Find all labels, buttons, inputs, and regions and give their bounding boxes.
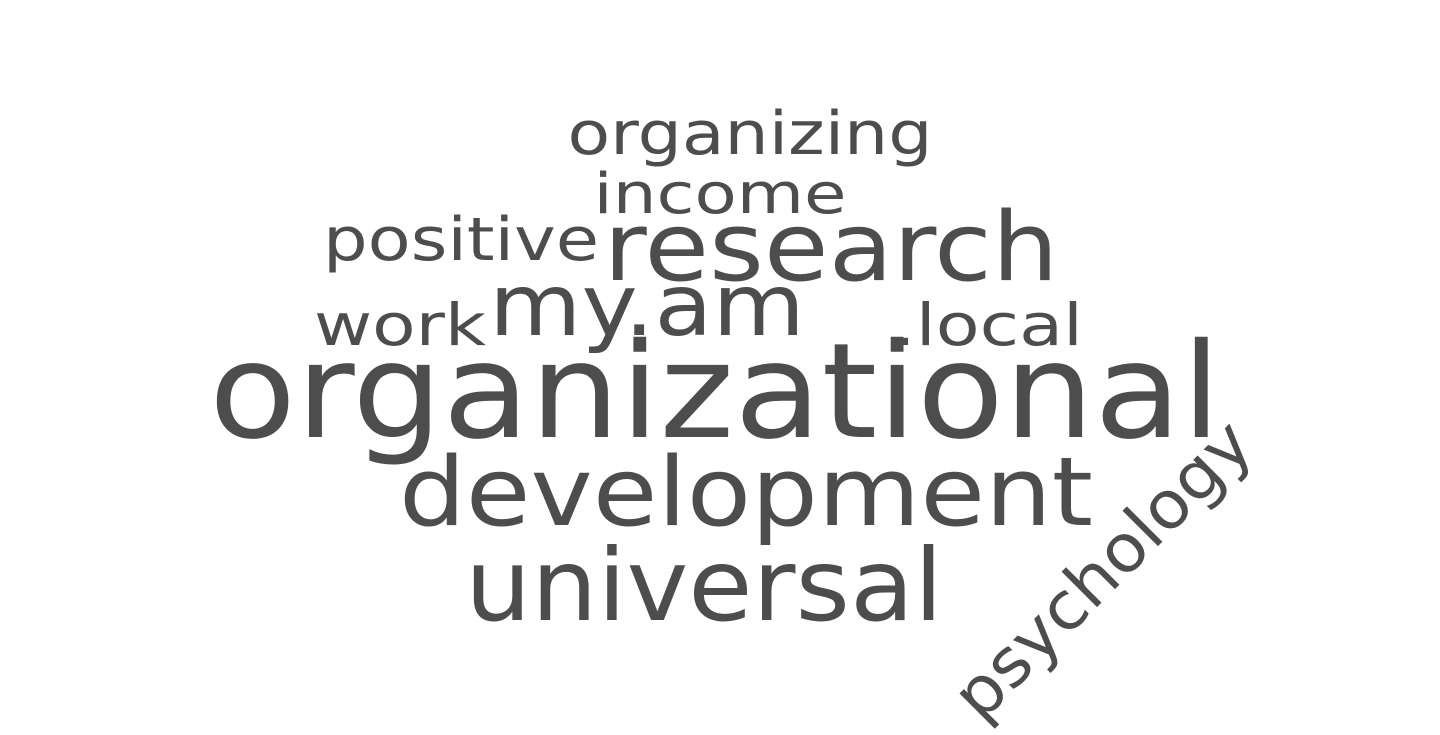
word-local: .local (893, 291, 1083, 359)
word-universal: universal (465, 527, 943, 644)
word-organizational: organizational (209, 315, 1221, 469)
word-work: work (314, 291, 487, 359)
word-organizing: organizing (568, 99, 933, 169)
word-research: research (604, 193, 1059, 303)
word-my-am: my.am (489, 256, 805, 356)
word-positive: positive (323, 205, 599, 275)
word-development: development (399, 438, 1093, 548)
word-income: income (594, 162, 847, 227)
